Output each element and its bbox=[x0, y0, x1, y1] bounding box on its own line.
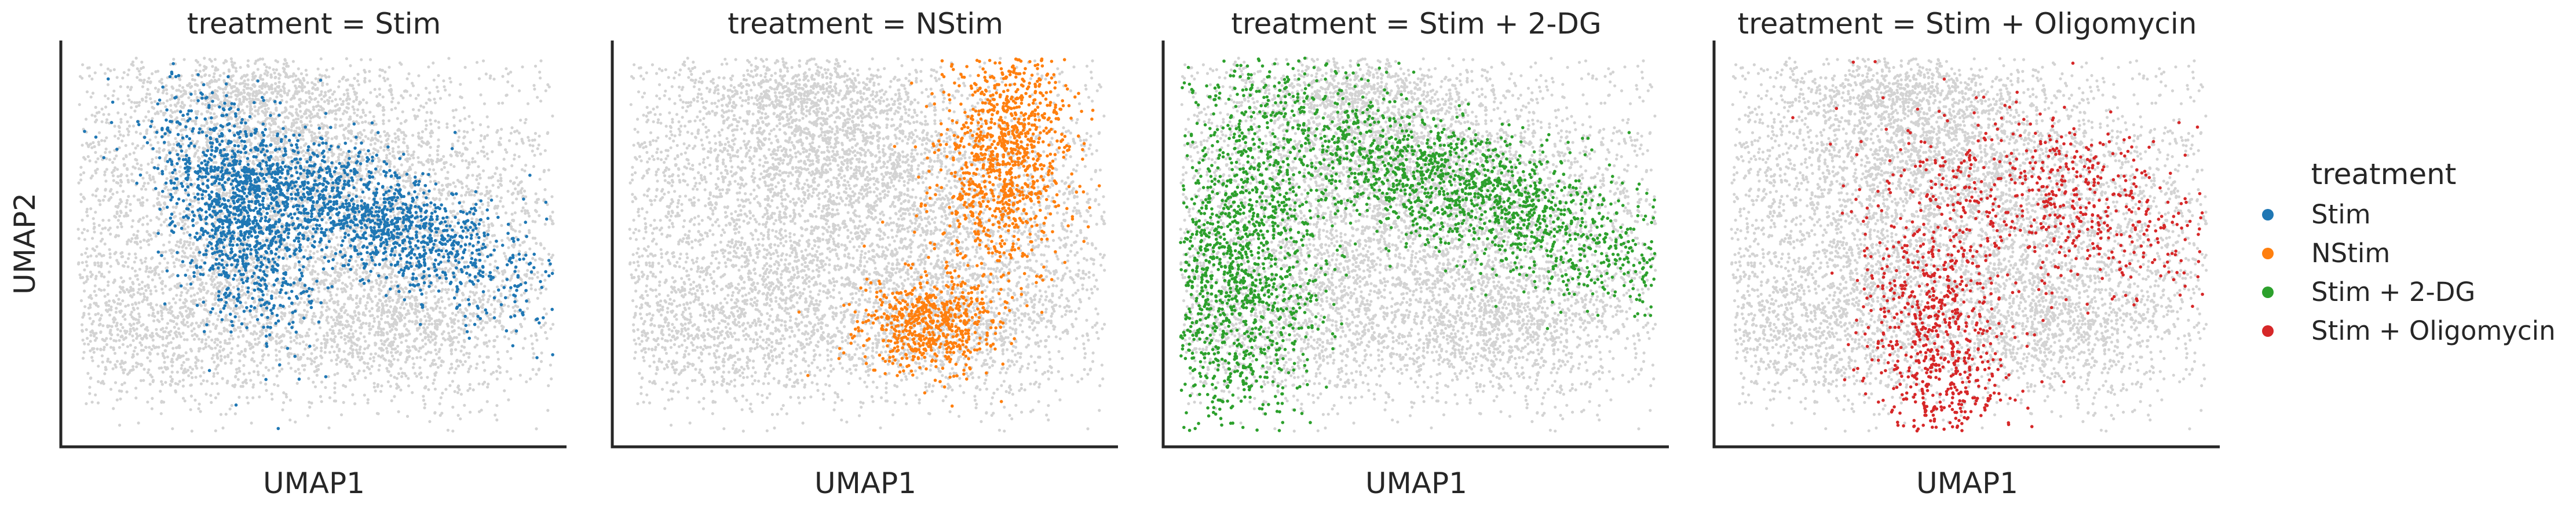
legend-entry: Stim + Oligomycin bbox=[2262, 315, 2556, 346]
scatter-points bbox=[1179, 57, 1657, 433]
scatter-points bbox=[1730, 57, 2208, 433]
legend-marker bbox=[2262, 286, 2274, 298]
legend-entry: NStim bbox=[2262, 238, 2390, 269]
x-axis-label: UMAP1 bbox=[814, 466, 916, 500]
x-axis-label: UMAP1 bbox=[1916, 466, 2018, 500]
y-axis-label: UMAP2 bbox=[8, 193, 42, 295]
legend-marker bbox=[2262, 209, 2274, 221]
x-axis-label: UMAP1 bbox=[263, 466, 365, 500]
scatter-points bbox=[629, 57, 1106, 433]
legend-label: Stim + Oligomycin bbox=[2311, 315, 2556, 346]
legend-marker bbox=[2262, 325, 2274, 337]
x-axis-label: UMAP1 bbox=[1365, 466, 1467, 500]
panel-title: treatment = NStim bbox=[728, 7, 1003, 41]
legend-label: Stim bbox=[2311, 199, 2371, 230]
panel-title: treatment = Stim + 2-DG bbox=[1231, 7, 1601, 41]
panel-stim-oligomycin: treatment = Stim + Oligomycin UMAP1 bbox=[1714, 7, 2220, 500]
legend-title: treatment bbox=[2311, 157, 2457, 191]
panel-title: treatment = Stim + Oligomycin bbox=[1738, 7, 2197, 41]
legend-label: Stim + 2-DG bbox=[2311, 277, 2475, 307]
legend-entry: Stim bbox=[2262, 199, 2371, 230]
legend-label: NStim bbox=[2311, 238, 2390, 269]
panel-stim-2dg: treatment = Stim + 2-DG UMAP1 bbox=[1163, 7, 1669, 500]
panel-nstim: treatment = NStim UMAP1 bbox=[612, 7, 1118, 500]
legend-entry: Stim + 2-DG bbox=[2262, 277, 2475, 307]
panel-title: treatment = Stim bbox=[187, 7, 441, 41]
legend-marker bbox=[2262, 248, 2274, 259]
scatter-points bbox=[77, 57, 555, 433]
panel-stim: treatment = Stim UMAP1 bbox=[61, 7, 567, 500]
legend: treatment Stim NStim Stim + 2-DG Stim + … bbox=[2262, 157, 2556, 346]
